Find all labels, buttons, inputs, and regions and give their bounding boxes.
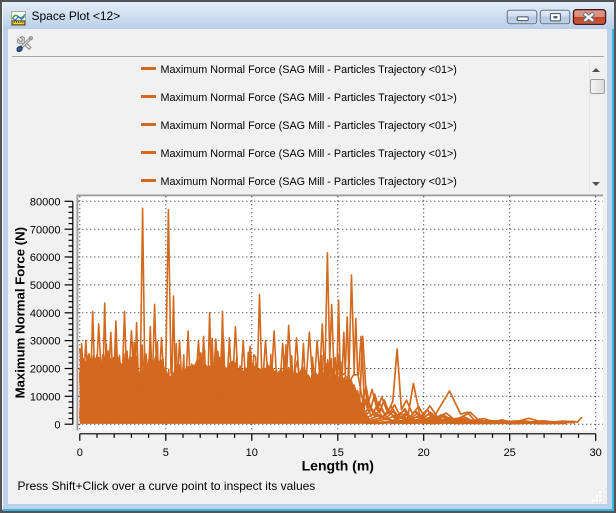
svg-text:0: 0 (54, 419, 60, 431)
svg-text:30000: 30000 (30, 336, 61, 348)
svg-text:25: 25 (504, 447, 516, 459)
svg-text:50000: 50000 (30, 280, 61, 292)
svg-text:30: 30 (590, 447, 602, 459)
svg-text:15: 15 (332, 447, 344, 459)
svg-text:20000: 20000 (30, 364, 61, 376)
svg-text:80000: 80000 (30, 196, 61, 208)
svg-text:5: 5 (163, 447, 169, 459)
svg-text:0: 0 (77, 447, 83, 459)
svg-text:Maximum Normal Force (N): Maximum Normal Force (N) (13, 227, 28, 398)
svg-text:70000: 70000 (30, 224, 61, 236)
svg-text:10: 10 (246, 447, 258, 459)
svg-text:60000: 60000 (30, 252, 61, 264)
svg-text:20: 20 (418, 447, 430, 459)
svg-text:10000: 10000 (30, 391, 61, 403)
svg-text:40000: 40000 (30, 308, 61, 320)
svg-text:Length (m): Length (m) (302, 458, 374, 474)
